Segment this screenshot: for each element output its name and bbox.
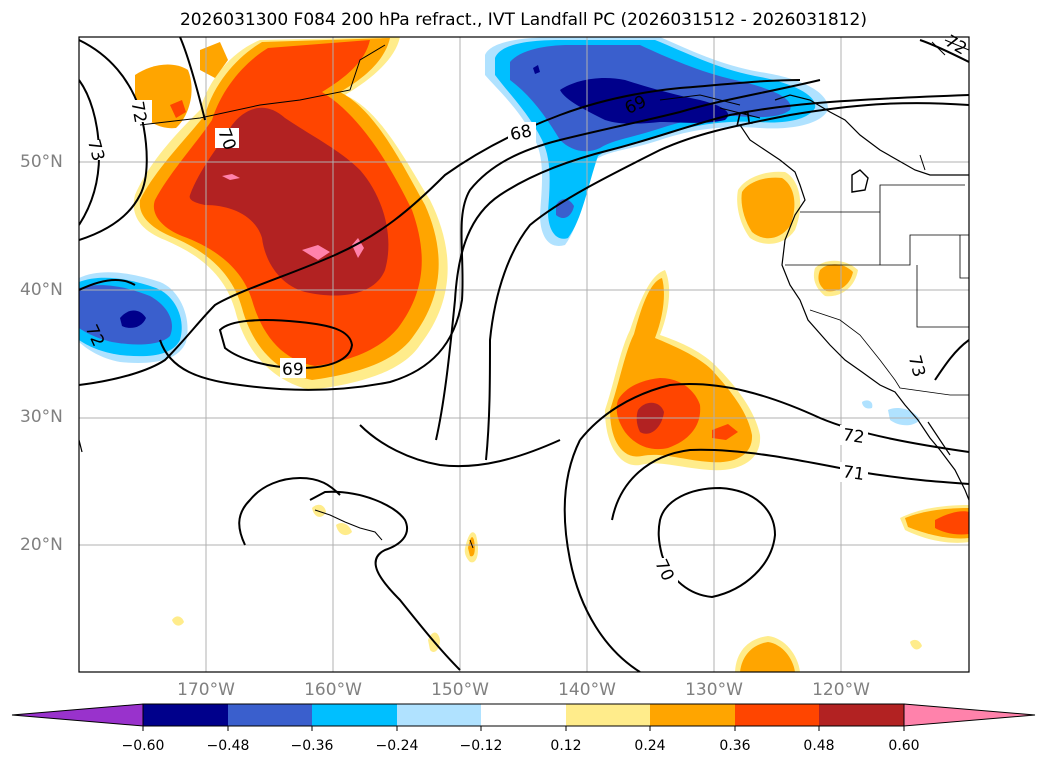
colorbar-bin (819, 704, 904, 726)
lat-label: 50°N (20, 152, 63, 172)
contour-label: 69 (282, 360, 304, 380)
colorbar-tick-label: 0.60 (888, 738, 920, 754)
colorbar-tick-label: 0.12 (550, 738, 582, 754)
lon-label: 130°W (685, 680, 743, 700)
shaded-fields (79, 37, 969, 672)
contour-label: 71 (841, 462, 865, 485)
colorbar-bin (143, 704, 228, 726)
colorbar-tick-label: −0.36 (290, 738, 334, 754)
colorbar-bin (735, 704, 819, 726)
colorbar-bin (228, 704, 312, 726)
colorbar (11, 703, 1036, 731)
isolines (79, 37, 969, 672)
colorbar-bin (650, 704, 735, 726)
colorbar-bin (312, 704, 397, 726)
colorbar-tick-label: −0.60 (121, 738, 165, 754)
colorbar-tick-label: 0.24 (634, 738, 666, 754)
colorbar-extend-low (11, 703, 144, 727)
contour-label: 68 (508, 121, 533, 145)
colorbar-bin (397, 704, 481, 726)
lat-label: 40°N (20, 280, 63, 300)
graticule (79, 37, 969, 672)
map-title: 2026031300 F084 200 hPa refract., IVT La… (179, 10, 867, 30)
colorbar-bin (566, 704, 650, 726)
contour-label: 72 (127, 100, 150, 125)
colorbar-extend-high (903, 703, 1036, 727)
contour-labels: 72 73 70 69 68 69 71 72 71 70 72 73 72 (81, 31, 970, 584)
colorbar-tick-label: −0.12 (459, 738, 503, 754)
lon-label: 140°W (558, 680, 616, 700)
contour-label: 72 (841, 425, 865, 448)
lon-label: 150°W (431, 680, 489, 700)
lat-label: 20°N (20, 535, 63, 555)
colorbar-tick-label: 0.36 (719, 738, 751, 754)
colorbar-tick-label: −0.48 (206, 738, 250, 754)
lon-label: 120°W (812, 680, 870, 700)
contour-label: 71 (731, 108, 755, 131)
lat-label: 30°N (20, 407, 63, 427)
lon-label: 170°W (177, 680, 235, 700)
colorbar-tick-label: −0.24 (375, 738, 419, 754)
colorbar-bin (481, 704, 566, 726)
lon-label: 160°W (304, 680, 362, 700)
colorbar-tick-label: 0.48 (803, 738, 835, 754)
